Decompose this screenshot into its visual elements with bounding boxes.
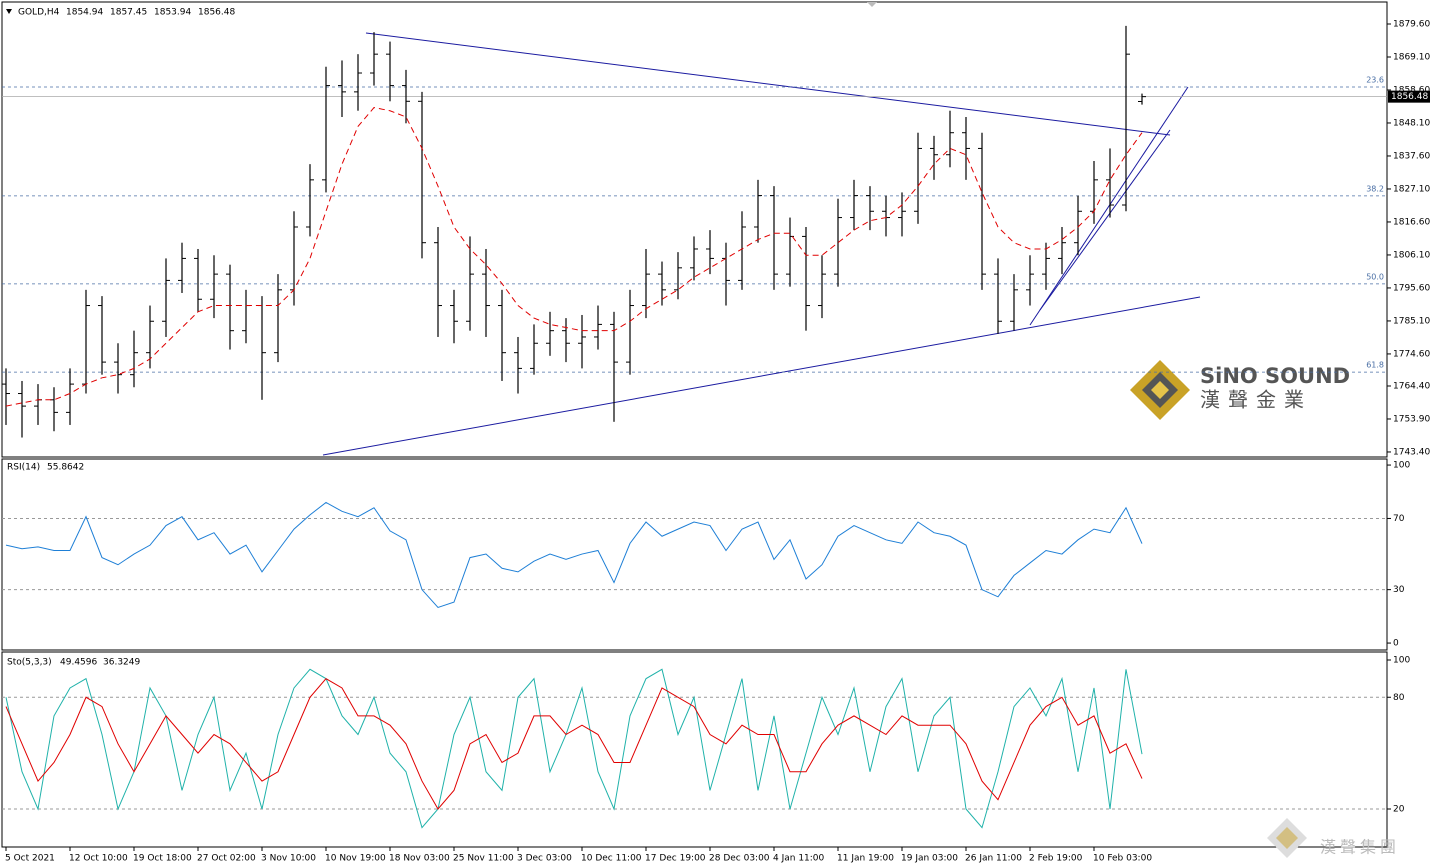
rsi-title: RSI(14) [7,463,40,473]
logo-brand: SiNO SOUND [1200,364,1350,388]
y-tick-label: 1869.10 [1393,52,1430,62]
y-tick-label: 1774.60 [1393,349,1430,359]
header-close: 1856.48 [198,8,235,18]
scroll-marker [867,2,877,7]
last-price-box [1388,90,1430,103]
footer-logo-inner [1276,827,1298,849]
fib-label: 23.6 [1366,75,1384,84]
y-tick-label: 1743.40 [1393,447,1430,457]
trendlines [322,32,1201,456]
moving-average [5,107,1143,407]
y-tick-label: 1806.10 [1393,250,1430,260]
x-tick-label: 11 Jan 19:00 [837,854,894,864]
y-tick-label: 1816.60 [1393,217,1430,227]
stoch-panel [1,651,1388,848]
x-tick-label: 25 Nov 11:00 [453,854,514,864]
stoch-signal-value: 36.3249 [103,658,140,668]
x-tick-label: 26 Jan 11:00 [965,854,1022,864]
y-tick-label: 100 [1393,656,1410,666]
y-tick-label: 1858.60 [1393,85,1430,95]
logo: SiNO SOUND 漢聲金業 漢聲集團 [1130,360,1400,858]
x-tick-label: 2 Feb 19:00 [1029,854,1083,864]
x-tick-label: 19 Jan 03:00 [901,854,958,864]
header-high: 1857.45 [110,8,147,18]
y-tick-label: 1879.60 [1393,19,1430,29]
y-tick-label: 1764.40 [1393,381,1430,391]
x-tick-label: 3 Nov 10:00 [261,854,316,864]
stoch-title: Sto(5,3,3) [7,658,52,668]
y-tick-label: 1785.10 [1393,316,1430,326]
y-tick-label: 20 [1393,805,1405,815]
fib-label: 61.8 [1366,361,1384,370]
y-tick-label: 1848.10 [1393,118,1430,128]
price-panel [1,1,1388,458]
header-open: 1854.94 [66,8,103,18]
footer-brand: 漢聲集團 [1320,838,1400,857]
symbol-title: GOLD,H4 [18,8,60,18]
header-low: 1853.94 [154,8,191,18]
logo-brand-cn: 漢聲金業 [1200,388,1312,412]
trendline [365,32,1171,136]
x-tick-label: 12 Oct 10:00 [69,854,128,864]
x-tick-label: 5 Oct 2021 [5,854,55,864]
y-tick-label: 1753.90 [1393,414,1430,424]
trendline [1029,86,1189,326]
x-tick-label: 10 Dec 11:00 [581,854,642,864]
y-tick-label: 70 [1393,514,1405,524]
x-tick-label: 4 Jan 11:00 [773,854,825,864]
fib-label: 50.0 [1366,272,1384,281]
indicator-line [5,501,1143,609]
menu-arrow [6,9,12,14]
y-tick-label: 30 [1393,585,1405,595]
x-tick-label: 18 Nov 03:00 [389,854,450,864]
y-tick-label: 0 [1393,639,1399,649]
x-tick-label: 17 Dec 19:00 [645,854,706,864]
x-tick-label: 27 Oct 02:00 [197,854,256,864]
indicator-line [5,677,1143,810]
y-tick-label: 1837.60 [1393,151,1430,161]
y-tick-label: 1795.60 [1393,283,1430,293]
rsi-value: 55.8642 [47,463,84,473]
trendline [1039,129,1171,311]
x-tick-label: 10 Nov 19:00 [325,854,386,864]
y-tick-label: 1827.10 [1393,184,1430,194]
y-tick-label: 100 [1393,461,1410,471]
x-tick-label: 3 Dec 03:00 [517,854,572,864]
y-tick-label: 80 [1393,693,1405,703]
rsi-panel [1,458,1388,651]
stoch-main-value: 49.4596 [60,658,97,668]
x-tick-label: 28 Dec 03:00 [709,854,770,864]
x-tick-label: 10 Feb 03:00 [1093,854,1152,864]
logo-diamond-core [1151,381,1169,399]
trendline [322,296,1201,456]
last-price-label: 1856.48 [1391,92,1428,102]
x-tick-label: 19 Oct 18:00 [133,854,192,864]
indicator-line [5,668,1143,829]
fib-label: 38.2 [1366,184,1384,193]
